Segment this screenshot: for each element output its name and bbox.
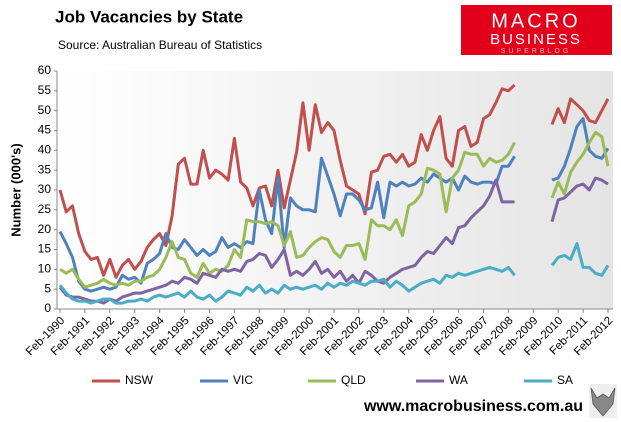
y-tick-label: 50	[38, 103, 52, 117]
footer: www.macrobusiness.com.au	[363, 398, 583, 415]
legend-label: QLD	[341, 373, 366, 387]
y-tick-label: 35	[38, 162, 52, 176]
logo: MACRO BUSINESS SUPERBLOG	[461, 5, 612, 55]
logo-text: BUSINESS	[490, 31, 582, 48]
y-tick-label: 15	[38, 242, 52, 256]
chart-subtitle: Source: Australian Bureau of Statistics	[58, 38, 262, 52]
logo-box	[461, 5, 612, 55]
y-tick-label: 0	[44, 301, 51, 315]
chart-title: Job Vacancies by State	[55, 7, 243, 26]
y-tick-label: 25	[38, 202, 52, 216]
series-line	[58, 117, 610, 293]
series-line	[58, 176, 609, 305]
y-tick-label: 55	[38, 83, 52, 97]
legend-label: VIC	[233, 373, 253, 387]
legend-label: WA	[449, 373, 468, 387]
fox-icon	[589, 384, 617, 418]
series-line	[59, 131, 610, 289]
icon-shape	[590, 387, 616, 417]
plot-area	[57, 71, 613, 309]
y-axis-label: Number (000's)	[8, 143, 23, 236]
logo-text: MACRO	[491, 10, 580, 32]
y-tick-label: 45	[38, 123, 52, 137]
y-tick-label: 10	[38, 262, 52, 276]
y-tick-label: 40	[38, 143, 52, 157]
legend-label: SA	[557, 373, 573, 387]
series-line	[58, 83, 610, 279]
logo-text: SUPERBLOG	[501, 48, 572, 55]
y-tick-label: 5	[44, 281, 51, 295]
y-tick-label: 60	[38, 63, 52, 77]
legend-label: NSW	[125, 373, 154, 387]
y-tick-label: 30	[38, 182, 52, 196]
series-line	[58, 242, 610, 305]
y-tick-label: 20	[38, 222, 52, 236]
